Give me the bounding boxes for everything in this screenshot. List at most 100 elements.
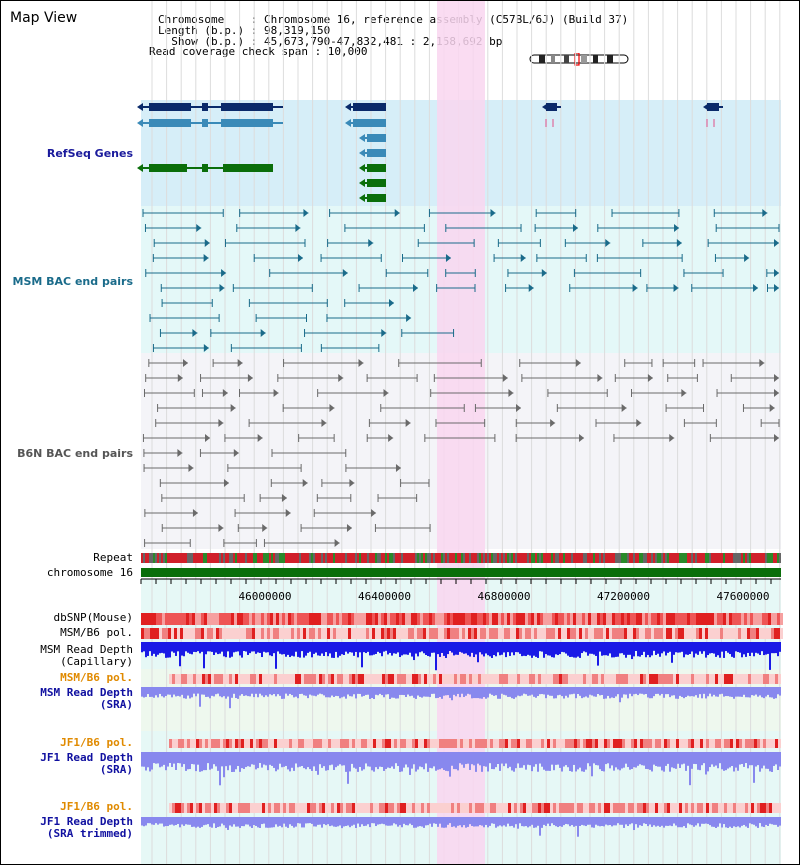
heat-cell — [510, 628, 513, 639]
repeat-segment — [487, 553, 489, 563]
depth-bar — [777, 642, 779, 657]
b6n-bac-end — [621, 404, 627, 412]
heat-cell — [306, 628, 309, 639]
heat-cell — [649, 803, 652, 813]
depth-bar — [657, 642, 659, 654]
heat-cell — [610, 739, 613, 748]
heat-cell — [291, 628, 294, 639]
repeat-segment — [215, 553, 217, 563]
depth-bar — [271, 752, 273, 766]
depth-bar — [181, 687, 183, 695]
depth-bar — [493, 642, 495, 656]
heat-cell — [379, 674, 382, 684]
depth-bar — [625, 752, 627, 764]
depth-bar — [709, 817, 711, 826]
heat-cell — [763, 739, 766, 748]
heat-cell — [730, 803, 733, 813]
heat-cell — [456, 613, 459, 625]
depth-bar — [455, 752, 457, 770]
depth-bar — [459, 817, 461, 826]
heat-cell — [403, 674, 406, 684]
repeat-segment — [343, 553, 345, 563]
heat-cell — [462, 613, 465, 625]
depth-bar — [597, 752, 599, 766]
depth-bar — [649, 752, 651, 770]
depth-bar — [613, 752, 615, 771]
depth-bar — [179, 752, 181, 764]
depth-bar — [741, 687, 743, 697]
depth-bar — [749, 642, 751, 656]
heat-cell — [253, 739, 256, 748]
repeat-segment — [629, 553, 631, 563]
heat-cell — [517, 803, 520, 813]
heat-cell — [207, 613, 210, 625]
depth-bar — [665, 642, 667, 656]
repeat-segment — [695, 553, 697, 563]
depth-bar — [143, 687, 145, 698]
depth-bar — [253, 817, 255, 826]
depth-bar — [311, 752, 313, 771]
depth-bar — [769, 687, 771, 698]
heat-cell — [646, 674, 649, 684]
depth-bar — [703, 817, 705, 824]
depth-bar — [585, 817, 587, 827]
heat-cell — [214, 803, 217, 813]
depth-bar — [655, 817, 657, 827]
depth-bar — [347, 687, 349, 695]
heat-cell — [184, 674, 187, 684]
heat-cell — [661, 803, 664, 813]
depth-bar — [157, 642, 159, 655]
depth-bar — [237, 752, 239, 766]
heat-cell — [615, 628, 618, 639]
depth-bar — [489, 687, 491, 694]
depth-bar — [769, 642, 771, 670]
heat-cell — [604, 739, 607, 748]
repeat-segment — [267, 553, 269, 563]
depth-bar — [723, 752, 725, 771]
depth-bar — [265, 817, 267, 828]
depth-bar — [235, 642, 237, 652]
repeat-segment — [773, 553, 775, 563]
b6n-bac-end — [262, 524, 268, 532]
repeat-segment — [567, 553, 569, 563]
heat-cell — [354, 613, 357, 625]
depth-bar — [707, 752, 709, 772]
depth-bar — [655, 642, 657, 655]
depth-bar — [545, 752, 547, 771]
repeat-segment — [577, 553, 579, 563]
heat-cell — [205, 674, 208, 684]
depth-bar — [287, 642, 289, 655]
heat-cell — [348, 613, 351, 625]
heat-cell — [408, 613, 411, 625]
depth-bar — [435, 752, 437, 771]
heat-cell — [268, 803, 271, 813]
heat-cell — [766, 739, 769, 748]
repeat-segment — [141, 553, 143, 563]
heat-cell — [676, 674, 679, 684]
chromosome-ideogram[interactable] — [529, 53, 631, 67]
depth-bar — [553, 687, 555, 699]
depth-bar — [509, 817, 511, 827]
depth-bar — [559, 687, 561, 695]
depth-bar — [517, 642, 519, 653]
axis-tick-label: 47200000 — [597, 590, 650, 603]
heat-cell — [424, 739, 427, 748]
heat-cell — [528, 628, 531, 639]
depth-bar — [393, 817, 395, 824]
depth-bar — [185, 687, 187, 699]
depth-bar — [651, 752, 653, 772]
heat-cell — [502, 803, 505, 813]
heat-cell — [709, 674, 712, 684]
depth-bar — [253, 752, 255, 765]
repeat-segment — [329, 553, 331, 563]
depth-bar — [505, 642, 507, 658]
depth-bar — [653, 817, 655, 826]
heat-cell — [214, 674, 217, 684]
b6n-bac-end — [247, 374, 253, 382]
heat-cell — [538, 803, 541, 813]
depth-bar — [227, 817, 229, 830]
repeat-segment — [429, 553, 431, 563]
depth-bar — [669, 687, 671, 698]
depth-bar — [637, 642, 639, 657]
